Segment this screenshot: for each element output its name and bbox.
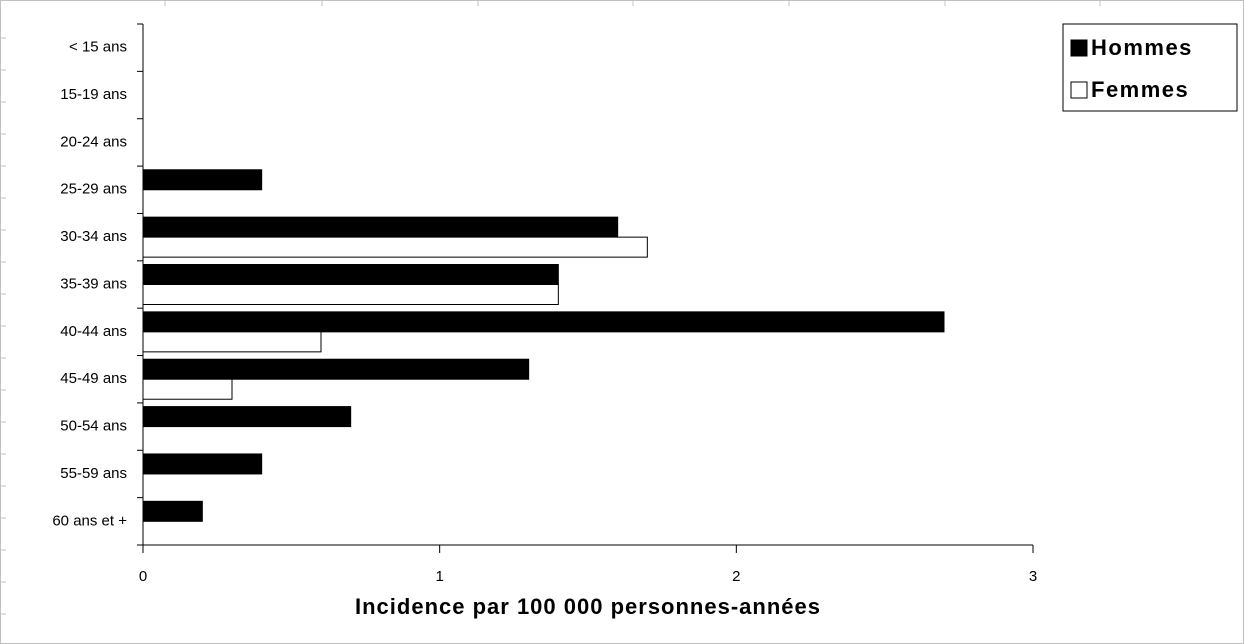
legend-label: Femmes [1091, 77, 1189, 102]
y-tick-label: 55-59 ans [60, 465, 127, 482]
bar [142, 236, 648, 258]
x-axis-title: Incidence par 100 000 personnes-années [355, 594, 821, 619]
x-tick-label: 1 [435, 568, 443, 585]
bar [142, 453, 263, 475]
bar [142, 169, 263, 191]
legend-label: Hommes [1091, 35, 1193, 60]
legend-box [1062, 23, 1238, 112]
x-tick-label: 3 [1029, 568, 1037, 585]
y-tick-label: 30-34 ans [60, 228, 127, 245]
y-tick-label: 20-24 ans [60, 133, 127, 150]
x-tick-label: 0 [139, 568, 147, 585]
bar [142, 284, 559, 305]
y-tick-label: < 15 ans [69, 39, 127, 56]
bar [142, 500, 203, 522]
bar [142, 378, 233, 400]
bar [142, 264, 559, 285]
y-tick-label: 40-44 ans [60, 323, 127, 340]
y-tick-label: 45-49 ans [60, 370, 127, 387]
x-tick-label: 2 [732, 568, 740, 585]
y-tick-label: 35-39 ans [60, 275, 127, 292]
bar [142, 358, 530, 380]
bar [142, 406, 352, 428]
legend-swatch [1070, 81, 1088, 99]
y-tick-label: 25-29 ans [60, 181, 127, 198]
y-tick-label: 15-19 ans [60, 86, 127, 103]
bar [142, 311, 945, 333]
bar [142, 331, 322, 353]
legend-swatch [1070, 39, 1088, 57]
y-tick-label: 50-54 ans [60, 418, 127, 435]
frame-ticks [0, 0, 1101, 615]
bar [142, 216, 619, 238]
y-tick-label: 60 ans et + [52, 512, 127, 529]
